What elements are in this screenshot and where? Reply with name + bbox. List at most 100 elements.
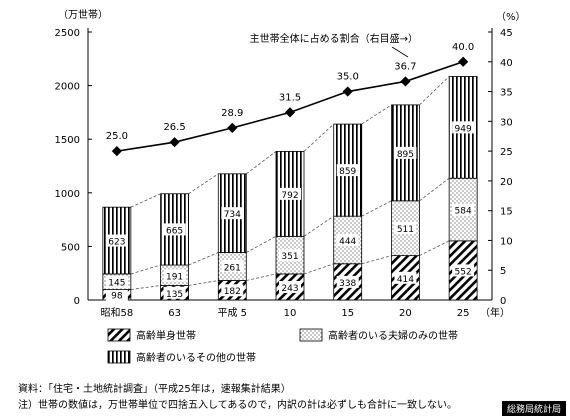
bar-label-bg: [221, 284, 244, 297]
connector-line: [419, 76, 450, 106]
legend-swatch: [107, 350, 131, 364]
y-tick-label: 1500: [55, 135, 80, 146]
bar-value-label: 665: [166, 226, 183, 236]
bar-label-bg: [394, 271, 417, 284]
bar-value-label: 135: [166, 290, 183, 300]
y-axis-unit: （万世帯）: [58, 8, 108, 21]
bar-value-label: 338: [339, 279, 356, 289]
bar-value-label: 98: [111, 292, 123, 302]
x-tick-label: 25: [457, 308, 470, 319]
bar-label-bg: [279, 187, 301, 200]
connector-line: [188, 280, 219, 286]
y2-tick-label: 5: [500, 266, 506, 277]
bar-label-bg: [105, 234, 128, 247]
bar-value-label: 191: [166, 272, 183, 282]
connector-line: [361, 104, 392, 125]
x-tick-label: 昭和58: [100, 307, 133, 319]
connector-line: [130, 285, 161, 290]
y2-tick-label: 35: [500, 88, 513, 99]
connector-line: [130, 264, 161, 275]
bar-label-bg: [394, 222, 417, 235]
bar-value-label: 145: [108, 279, 125, 289]
y-tick-label: 1000: [55, 189, 80, 200]
y-tick-label: 2000: [55, 82, 80, 93]
y-tick-label: 2500: [55, 28, 80, 39]
branding-label: 総務局統計局: [501, 401, 566, 416]
bar-value-label: 584: [455, 207, 472, 217]
bar-value-label: 182: [224, 287, 241, 297]
connector-line: [361, 255, 392, 265]
connector-line: [188, 173, 219, 195]
ratio-value-label: 36.7: [394, 61, 416, 72]
y2-tick-label: 25: [500, 147, 513, 158]
bar-value-label: 444: [339, 237, 356, 247]
x-tick-label: 63: [168, 308, 181, 319]
bar-value-label: 414: [397, 275, 414, 285]
connector-line: [246, 151, 277, 175]
legend-label: 高齢者のいる夫婦のみの世帯: [328, 329, 458, 342]
y2-tick-label: 15: [500, 207, 513, 218]
bar-value-label: 895: [397, 150, 414, 160]
ratio-point: [227, 122, 238, 133]
bar-label-bg: [394, 146, 417, 159]
y-tick-label: 500: [61, 242, 80, 253]
ratio-value-label: 40.0: [452, 42, 474, 53]
bar-label-bg: [221, 260, 244, 273]
bar-value-label: 511: [397, 225, 414, 235]
y2-tick-label: 40: [500, 58, 513, 69]
bar-label-bg: [163, 286, 186, 299]
bar-value-label: 859: [339, 167, 356, 177]
connector-line: [361, 200, 392, 217]
ratio-line-label: 主世帯全体に占める割合（右目盛→）: [250, 32, 418, 45]
x-tick-label: 15: [341, 308, 354, 319]
bar-label-bg: [279, 280, 301, 293]
y2-tick-label: 20: [500, 177, 513, 188]
ratio-value-label: 35.0: [337, 72, 359, 83]
bar-value-label: 261: [224, 264, 241, 274]
ratio-point: [169, 137, 180, 148]
bar-label-bg: [163, 269, 186, 282]
y2-axis-unit: （%）: [496, 11, 526, 23]
bar-label-bg: [452, 264, 475, 277]
x-tick-label: 20: [399, 308, 412, 319]
connector-line: [303, 123, 334, 152]
bar-label-bg: [163, 223, 186, 236]
ratio-value-label: 26.5: [163, 122, 185, 133]
x-tick-label: 平成 5: [218, 307, 248, 319]
bar-value-label: 243: [281, 284, 298, 294]
connector-line: [303, 263, 334, 275]
bar-label-bg: [105, 275, 128, 288]
bar-label-bg: [221, 207, 244, 220]
ratio-value-label: 25.0: [106, 131, 128, 142]
ratio-point: [400, 76, 411, 87]
x-tick-label: 10: [284, 308, 297, 319]
ratio-point: [342, 86, 353, 97]
connector-line: [303, 215, 334, 237]
ratio-value-label: 28.9: [221, 108, 243, 119]
bar-label-bg: [279, 249, 301, 262]
connector-line: [246, 273, 277, 281]
bar-label-bg: [336, 275, 359, 288]
y-tick-label: 0: [74, 296, 80, 307]
y2-tick-label: 45: [500, 28, 513, 39]
ratio-point: [111, 146, 122, 157]
connector-line: [188, 252, 219, 266]
bar-value-label: 734: [224, 210, 241, 220]
bar-value-label: 351: [281, 252, 298, 262]
bar-label-bg: [336, 233, 359, 246]
y2-tick-label: 10: [500, 236, 513, 247]
bar-label-bg: [105, 288, 128, 301]
connector-line: [130, 193, 161, 208]
connector-line: [419, 240, 450, 256]
footnote: 注）世帯の数値は，万世帯単位で四捨五入してあるので，内訳の計は必ずしも合計に一致…: [18, 400, 457, 411]
legend-label: 高齢単身世帯: [136, 329, 196, 342]
bar-label-bg: [452, 203, 475, 216]
bar-value-label: 623: [108, 238, 125, 248]
ratio-point: [458, 56, 469, 67]
connector-line: [246, 235, 277, 253]
bar-value-label: 552: [455, 267, 472, 277]
ratio-value-label: 31.5: [279, 92, 301, 103]
y2-tick-label: 30: [500, 117, 513, 128]
ratio-line-pointer: [391, 46, 409, 58]
